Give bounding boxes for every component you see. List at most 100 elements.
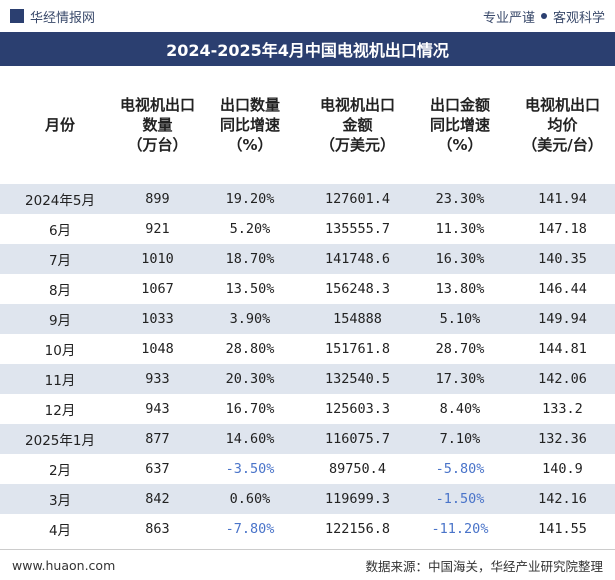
row: 2025年1月 877 14.60% 116075.7 7.10% 132.36 [0, 424, 615, 454]
cell: 149.94 [510, 304, 615, 334]
row: 7月 1010 18.70% 141748.6 16.30% 140.35 [0, 244, 615, 274]
cell: 933 [120, 364, 195, 394]
cell: 119699.3 [305, 484, 410, 514]
cell: 3.90% [195, 304, 305, 334]
title: 2024-2025年4月中国电视机出口情况 [0, 32, 615, 66]
cell: 8月 [48, 283, 72, 299]
cell: 921 [145, 221, 170, 237]
header-line: 电视机出口 [319, 96, 395, 114]
logo-text: 华经情报网 [30, 10, 96, 26]
cell: 141.94 [510, 184, 615, 214]
cell: 132.36 [510, 424, 615, 454]
footer: www.huaon.com 数据来源：中国海关，华经产业研究院整理 [0, 549, 615, 580]
row: 9月 1033 3.90% 154888 5.10% 149.94 [0, 304, 615, 334]
cell: 11月 [0, 364, 120, 394]
slogan-text: 客观科学 [552, 10, 605, 26]
cell: 1067 [141, 281, 174, 297]
cell: 7.10% [410, 424, 510, 454]
cell: 20.30% [195, 364, 305, 394]
header-line: 金额 [342, 116, 373, 134]
row: 6月 921 5.20% 135555.7 11.30% 147.18 [0, 214, 615, 244]
cell: 637 [145, 461, 170, 477]
header-line: （%） [227, 136, 273, 154]
cell: -11.20% [431, 521, 489, 537]
cell: 1033 [120, 304, 195, 334]
cell: 23.30% [410, 184, 510, 214]
cell: 19.20% [195, 184, 305, 214]
header-line: （美元/台） [522, 136, 603, 154]
column-header: 电视机出口 均价 （美元/台） [510, 66, 615, 184]
header-line: 出口数量 [219, 96, 280, 114]
cell: 842 [120, 484, 195, 514]
cell: 5.10% [410, 304, 510, 334]
cell: 133.2 [542, 401, 583, 417]
cell: 943 [145, 401, 170, 417]
header-line: 电视机出口 [120, 96, 196, 114]
header-line: （万美元） [319, 136, 395, 154]
row: 4月 863 -7.80% 122156.8 -11.20% 141.55 [0, 514, 615, 544]
cell: -5.80% [435, 461, 485, 477]
cell: 7月 [0, 244, 120, 274]
header-line: （万台） [127, 136, 188, 154]
cell: 132540.5 [305, 364, 410, 394]
header-line: 同比增速 [219, 116, 280, 134]
cell: 1048 [141, 341, 174, 357]
cell: 13.80% [435, 281, 485, 297]
cell: 125603.3 [324, 401, 391, 417]
cell: 4月 [48, 523, 72, 539]
cell: 144.81 [538, 341, 587, 357]
cell: 3月 [0, 484, 120, 514]
cell: 14.60% [195, 424, 305, 454]
row: 8月 1067 13.50% 156248.3 13.80% 146.44 [0, 274, 615, 304]
cell: 147.18 [538, 221, 587, 237]
source: 数据来源：中国海关，华经产业研究院整理 [365, 558, 603, 574]
row: 11月 933 20.30% 132540.5 17.30% 142.06 [0, 364, 615, 394]
cell: 2025年1月 [0, 424, 120, 454]
header-line: 出口金额 [429, 96, 490, 114]
cell: 11.30% [435, 221, 485, 237]
row: 2024年5月 899 19.20% 127601.4 23.30% 141.94 [0, 184, 615, 214]
cell: 135555.7 [324, 221, 391, 237]
cell: 151761.8 [324, 341, 391, 357]
cell: 16.70% [225, 401, 275, 417]
cell: 127601.4 [305, 184, 410, 214]
cell: 141.55 [538, 521, 587, 537]
row: 2月 637 -3.50% 89750.4 -5.80% 140.9 [0, 454, 615, 484]
top-bar: 华经情报网 专业严谨 客观科学 [0, 0, 615, 32]
cell: 8.40% [439, 401, 481, 417]
cell: 12月 [44, 403, 76, 419]
cell: 13.50% [225, 281, 275, 297]
cell: 142.06 [510, 364, 615, 394]
cell: 0.60% [195, 484, 305, 514]
cell: 116075.7 [305, 424, 410, 454]
header-line: （%） [437, 136, 483, 154]
site: www.huaon.com [12, 557, 116, 573]
cell: 5.20% [229, 221, 271, 237]
cell: 9月 [0, 304, 120, 334]
cell: 877 [120, 424, 195, 454]
cell: 142.16 [510, 484, 615, 514]
cell: 10月 [44, 343, 76, 359]
cell: 6月 [48, 223, 72, 239]
header-line: 月份 [44, 116, 75, 134]
cell: 18.70% [195, 244, 305, 274]
row: 12月 943 16.70% 125603.3 8.40% 133.2 [0, 394, 615, 424]
cell: -3.50% [225, 461, 275, 477]
header-line: 数量 [142, 116, 173, 134]
cell: -7.80% [225, 521, 275, 537]
cell: 140.9 [542, 461, 583, 477]
row: 10月 1048 28.80% 151761.8 28.70% 144.81 [0, 334, 615, 364]
column-header: 出口数量同比增速 （%） [195, 66, 305, 184]
logo: 华经情报网 [10, 7, 95, 26]
column-header: 月份 [0, 66, 120, 184]
cell: 899 [120, 184, 195, 214]
cell: -1.50% [410, 484, 510, 514]
cell: 2月 [48, 463, 72, 479]
header-line: 同比增速 [429, 116, 490, 134]
cell: 28.70% [435, 341, 485, 357]
cell: 154888 [305, 304, 410, 334]
row: 3月 842 0.60% 119699.3 -1.50% 142.16 [0, 484, 615, 514]
slogan-text: 专业严谨 [482, 10, 535, 26]
header-line: 电视机出口 [524, 96, 600, 114]
